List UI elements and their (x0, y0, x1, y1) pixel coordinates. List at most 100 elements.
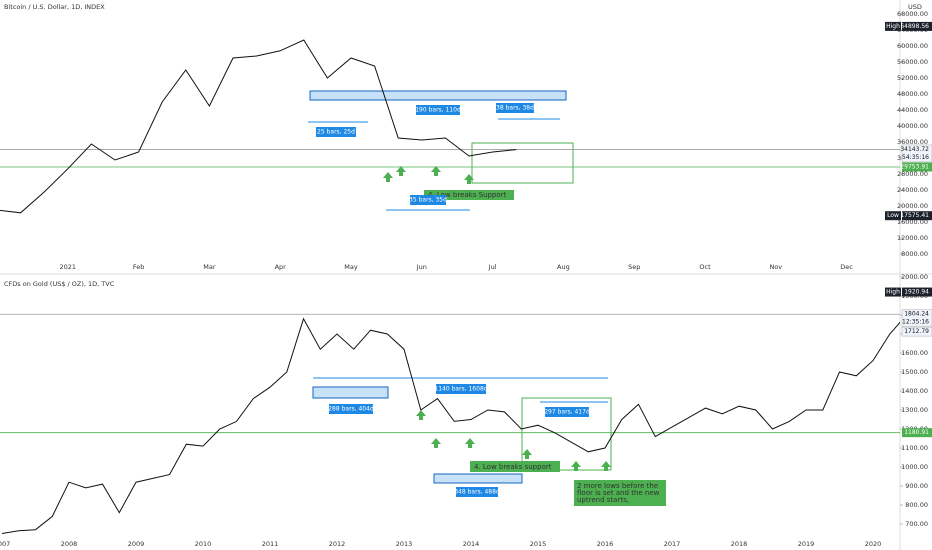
x-tick-label: Jul (488, 263, 497, 271)
x-tick-label: Feb (133, 263, 145, 271)
y-tick-label: 1000.00 (901, 463, 928, 471)
price-badge (902, 211, 932, 221)
x-tick-label: 2011 (262, 540, 279, 548)
annotation: 35 bars, 35d (409, 197, 447, 204)
x-tick-label: Apr (275, 263, 287, 271)
x-tick-label: Jun (416, 263, 427, 271)
y-tick-label: 1400.00 (901, 387, 928, 395)
price-value: 64898.56 (900, 23, 929, 30)
x-tick-label: 2015 (530, 540, 547, 548)
price-badge (902, 428, 932, 438)
y-tick-label: 52000.00 (897, 74, 928, 82)
y-tick-label: 16000.00 (897, 218, 928, 226)
price-value: 29753.91 (900, 163, 929, 170)
annotation: 288 bars, 404d (328, 406, 374, 413)
x-tick-label: Oct (699, 263, 711, 271)
x-tick-label: 2016 (597, 540, 614, 548)
x-tick-label: Mar (203, 263, 216, 271)
y-tick-label: 12000.00 (897, 234, 928, 242)
badge (416, 105, 460, 115)
price-tag (885, 287, 901, 297)
arrows (416, 410, 611, 471)
annotation: 38 bars, 38d (496, 105, 534, 112)
price-tag (885, 21, 901, 31)
y-tick-label: 68000.00 (897, 10, 928, 18)
badge (496, 103, 534, 113)
annotation: 348 bars, 488d (454, 489, 500, 496)
price-line (0, 39, 517, 214)
price-value: 17575.41 (900, 212, 929, 219)
y-tick-label: 2000.00 (901, 273, 928, 281)
x-tick-label: Dec (840, 263, 853, 271)
x-tick-label: May (344, 263, 358, 271)
x-tick-label: 2009 (128, 540, 145, 548)
y-tick-label: 800.00 (905, 501, 928, 509)
note-line: 2 more lows before the (577, 482, 658, 490)
badge (456, 487, 498, 497)
annotations: 288 bars, 404d 1140 bars, 1608d 297 bars… (312, 377, 666, 506)
y-tick-label: 20000.00 (897, 202, 928, 210)
y-tick-label: 1300.00 (901, 406, 928, 414)
countdown: 12:35:16 (902, 319, 929, 326)
chart-title: CFDs on Gold (US$ / OZ), 1D, TVC (4, 280, 115, 288)
badge (316, 127, 356, 137)
x-tick-label: 2021 (60, 263, 77, 271)
note-box (574, 480, 666, 506)
badge (329, 404, 373, 414)
x-tick-label: 2019 (798, 540, 815, 548)
x-tick-label: 2020 (865, 540, 882, 548)
y-tick-label: 24000.00 (897, 186, 928, 194)
badge (410, 195, 446, 205)
price-badge (902, 21, 932, 31)
range-box (471, 142, 574, 184)
plot (0, 39, 517, 214)
y-tick-label: 700.00 (905, 520, 928, 528)
price-tag-label: Low (887, 212, 899, 219)
y-tick-label: 44000.00 (897, 106, 928, 114)
note-line: floor is set and the new (577, 489, 660, 497)
x-tick-label: 2008 (61, 540, 78, 548)
y-tick-label: 1600.00 (901, 349, 928, 357)
chart-title: Bitcoin / U.S. Dollar, 1D, INDEX (4, 3, 105, 11)
range-box (309, 90, 567, 101)
badge (545, 407, 589, 417)
annotations: 25 bars, 25d 190 bars, 110d 38 bars, 38d… (308, 90, 574, 211)
unit: USD (908, 3, 922, 11)
x-tick-label: 2014 (463, 540, 480, 548)
badge (436, 384, 486, 394)
annotation: 1140 bars, 1608d (434, 386, 487, 393)
y-tick-label: 28000.00 (897, 170, 928, 178)
price-tag-label: High (886, 23, 900, 30)
price-line (1, 317, 900, 534)
x-tick-label: Aug (557, 263, 570, 271)
price-value: 1804.24 (904, 311, 929, 318)
price-badge (901, 326, 932, 337)
annotation: 297 bars, 417d (544, 409, 590, 416)
y-tick-label: 1500.00 (901, 368, 928, 376)
y-tick-label: 40000.00 (897, 122, 928, 130)
price-value: 1920.94 (904, 289, 929, 296)
x-tick-label: 2012 (329, 540, 346, 548)
price-badge (902, 287, 932, 297)
x-tick-label: 2013 (396, 540, 413, 548)
price-tag-label: High (886, 289, 900, 296)
x-tick-label: 2007 (0, 540, 10, 548)
range-box (433, 473, 523, 484)
price-badge (902, 162, 932, 172)
y-tick-label: 900.00 (905, 482, 928, 490)
price-tag (885, 211, 901, 221)
x-tick-label: 2010 (195, 540, 212, 548)
x-tick-label: Sep (628, 263, 640, 271)
price-value: 1712.79 (904, 328, 929, 335)
x-tick-label: Nov (769, 263, 782, 271)
annotation: 4. Low breaks support (474, 463, 552, 471)
price-value: 34143.72 (900, 146, 929, 153)
note-box (470, 461, 560, 472)
note-line: uptrend starts, (577, 496, 629, 504)
x-tick-label: 2017 (664, 540, 681, 548)
price-value: 1180.91 (904, 429, 929, 436)
y-tick-label: 1100.00 (901, 444, 928, 452)
note-box (424, 190, 514, 200)
